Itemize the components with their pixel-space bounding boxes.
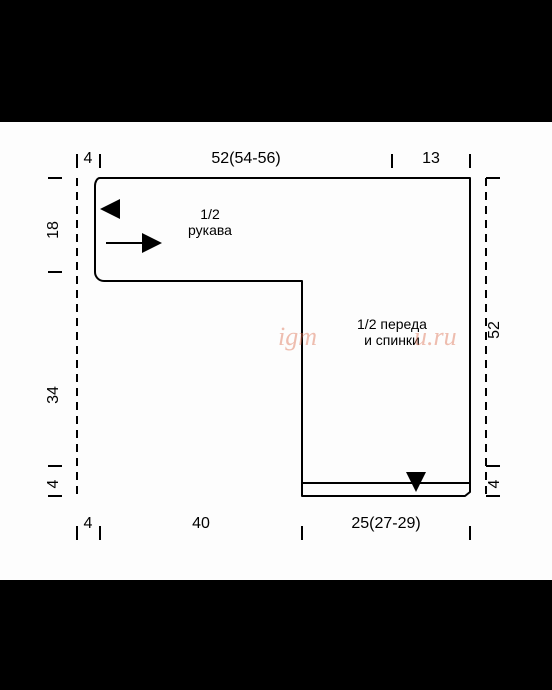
dim-left_18: 18 [45,221,62,239]
dim-top_4: 4 [84,150,93,167]
sleeve-label: 1/2рукава [188,206,232,238]
dim-left_34: 34 [45,386,62,404]
front-back-label: 1/2 передаи спинки [357,316,427,348]
dim-right_52: 52 [486,321,503,339]
dim-top_52: 52(54-56) [211,150,280,167]
dim-left_4: 4 [45,479,62,488]
pattern-diagram: 1/2рукава 1/2 передаи спинки 4 52(54-56) 13… [0,0,552,690]
fold-lines [77,178,486,496]
dim-bot_l4: 4 [84,515,93,532]
section-labels: 1/2рукава 1/2 передаи спинки [188,206,427,348]
dim-bot_25: 25(27-29) [351,515,420,532]
dim-bot_40: 40 [192,515,210,532]
dim-right_4: 4 [486,479,503,488]
dim-top_13: 13 [422,150,440,167]
